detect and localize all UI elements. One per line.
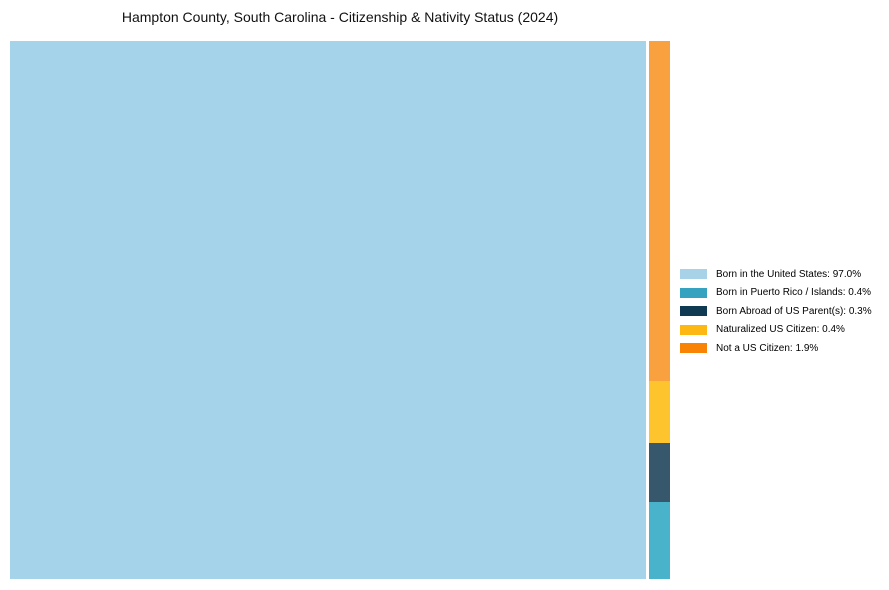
legend-item-born-in-the-united-states: Born in the United States: 97.0% bbox=[680, 265, 872, 284]
legend-swatch bbox=[680, 306, 707, 317]
legend-swatch bbox=[680, 269, 707, 280]
treemap-strip bbox=[649, 41, 670, 579]
treemap-plot bbox=[10, 41, 670, 579]
legend-item-naturalized-us-citizen: Naturalized US Citizen: 0.4% bbox=[680, 321, 872, 340]
legend-label: Not a US Citizen: 1.9% bbox=[716, 342, 819, 354]
treemap-tile-born-in-puerto-rico-islands bbox=[649, 502, 670, 579]
legend-swatch bbox=[680, 343, 707, 354]
legend-label: Naturalized US Citizen: 0.4% bbox=[716, 324, 845, 336]
legend-item-born-abroad-of-us-parent-s: Born Abroad of US Parent(s): 0.3% bbox=[680, 302, 872, 321]
treemap-tile-naturalized-us-citizen bbox=[649, 381, 670, 443]
legend-item-not-a-us-citizen: Not a US Citizen: 1.9% bbox=[680, 339, 872, 358]
legend: Born in the United States: 97.0% Born in … bbox=[680, 265, 872, 358]
legend-swatch bbox=[680, 287, 707, 298]
legend-swatch bbox=[680, 324, 707, 335]
treemap-tile-born-in-the-united-states bbox=[10, 41, 646, 579]
legend-label: Born Abroad of US Parent(s): 0.3% bbox=[716, 305, 872, 317]
legend-item-born-in-puerto-rico-islands: Born in Puerto Rico / Islands: 0.4% bbox=[680, 284, 872, 303]
legend-label: Born in Puerto Rico / Islands: 0.4% bbox=[716, 287, 872, 299]
chart-title: Hampton County, South Carolina - Citizen… bbox=[121, 9, 559, 25]
treemap-tile-born-abroad-of-us-parent-s bbox=[649, 442, 670, 503]
treemap-tile-not-a-us-citizen bbox=[649, 41, 670, 381]
legend-label: Born in the United States: 97.0% bbox=[716, 268, 862, 280]
